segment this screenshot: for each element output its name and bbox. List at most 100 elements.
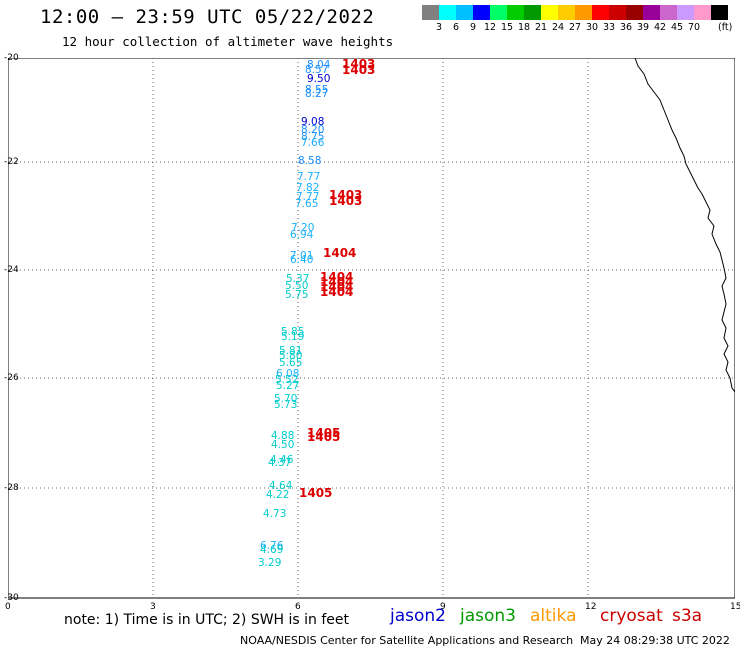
colorbar-swatch	[473, 5, 490, 20]
wave-height-reading: 4.88	[271, 430, 294, 442]
colorbar-swatch	[711, 5, 728, 20]
satellite-pass-label: 1404	[320, 275, 353, 289]
colorbar-unit: (ft)	[718, 22, 733, 33]
colorbar-label: 42	[653, 22, 667, 33]
colorbar-label: 45	[670, 22, 684, 33]
wave-height-reading: 5.85	[281, 326, 304, 338]
wave-height-reading: 5.70	[274, 393, 297, 405]
y-tick-label: -22	[4, 157, 19, 167]
satellite-pass-label: 1404	[320, 280, 353, 294]
colorbar-label: 3	[435, 22, 443, 33]
colorbar-swatch	[524, 5, 541, 20]
colorbar-label: 12	[483, 22, 497, 33]
wave-height-reading: 5.27	[276, 380, 299, 392]
wave-height-reading: 5.52	[275, 374, 298, 386]
wave-height-reading: 5.19	[281, 331, 304, 343]
colorbar-swatches	[422, 5, 728, 20]
x-tick-label: 15	[730, 602, 740, 612]
y-tick-label: -26	[4, 373, 19, 383]
satellite-pass-label: 1405	[307, 426, 340, 440]
colorbar-label: 21	[534, 22, 548, 33]
wave-height-reading: 4.73	[263, 508, 286, 520]
colorbar-swatch	[694, 5, 711, 20]
wave-height-reading: 6.76	[260, 540, 284, 552]
wave-height-reading: 5.75	[285, 289, 308, 301]
colorbar-label: 27	[568, 22, 582, 33]
colorbar-label: 18	[517, 22, 531, 33]
wave-height-reading: 4.50	[271, 439, 294, 451]
colorbar-label: 15	[500, 22, 514, 33]
wave-height-reading: 8.27	[305, 88, 328, 100]
colorbar-swatch	[575, 5, 592, 20]
wave-height-reading: 6.40	[290, 254, 313, 266]
satellite-legend-item: jason3	[460, 606, 516, 626]
wave-height-reading: 7.82	[296, 182, 319, 194]
colorbar-swatch	[439, 5, 456, 20]
wave-height-reading: 6.08	[276, 368, 299, 380]
wave-height-reading: 5.65	[279, 357, 302, 369]
satellite-legend-item: altika	[530, 606, 577, 626]
y-tick-label: -28	[4, 483, 19, 493]
colorbar-label: 6	[452, 22, 460, 33]
y-tick-label: -30	[4, 593, 19, 603]
wave-height-reading: 8.57	[305, 64, 328, 76]
satellite-pass-labels: 1403140314031403140414041404140414041405…	[299, 58, 375, 500]
colorbar-swatch	[541, 5, 558, 20]
colorbar-label: 24	[551, 22, 565, 33]
wave-height-reading: 8.20	[301, 124, 324, 136]
wave-height-reading: 7.20	[291, 222, 314, 234]
colorbar-label: 36	[619, 22, 633, 33]
satellite-legend-item: jason2	[390, 606, 446, 626]
wave-height-reading: 9.08	[301, 116, 324, 128]
satellite-pass-label: 1403	[329, 194, 362, 208]
x-tick-label: 0	[5, 602, 11, 612]
x-tick-label: 12	[585, 602, 597, 612]
wave-height-readings: 8.048.579.508.558.27 9.088.208.757.66 8.58…	[258, 59, 331, 569]
wave-height-reading: 5.50	[285, 280, 308, 292]
colorbar-label: 39	[636, 22, 650, 33]
satellite-pass-label: 1405	[307, 430, 340, 444]
satellite-pass-label: 1405	[299, 486, 332, 500]
wave-height-reading: 5.73	[274, 399, 297, 411]
footer-note: note: 1) Time is in UTC; 2) SWH is in fe…	[64, 612, 350, 628]
y-tick-label: -24	[4, 265, 19, 275]
satellite-pass-label: 1403	[329, 188, 362, 202]
wave-height-reading: 8.75	[301, 131, 324, 143]
wave-height-reading: 7.77	[296, 191, 319, 203]
wave-height-reading: 4.64	[269, 480, 293, 492]
map-frame	[8, 58, 735, 599]
colorbar-label: 33	[602, 22, 616, 33]
satellite-pass-label: 1403	[342, 63, 375, 77]
wave-height-reading: 4.46	[270, 454, 294, 466]
colorbar-swatch	[677, 5, 694, 20]
colorbar-label: 9	[469, 22, 477, 33]
wave-height-reading: 7.66	[301, 137, 325, 149]
colorbar-swatch	[660, 5, 677, 20]
coastline	[634, 58, 735, 393]
colorbar-swatch	[422, 5, 439, 20]
satellite-legend-item: s3a	[672, 606, 703, 626]
colorbar-swatch	[626, 5, 643, 20]
colorbar-label: 30	[585, 22, 599, 33]
footer-generated-time: May 24 08:29:38 UTC 2022	[580, 634, 730, 647]
wave-height-reading: 7.65	[295, 198, 318, 210]
colorbar-swatch	[643, 5, 660, 20]
x-tick-label: 9	[440, 602, 446, 612]
wave-height-reading: 6.94	[290, 229, 314, 241]
wave-height-reading: 4.22	[266, 489, 289, 501]
satellite-pass-label: 1404	[320, 270, 353, 284]
wave-height-reading: 4.69	[260, 544, 283, 556]
colorbar-label: 70	[687, 22, 701, 33]
colorbar-swatch	[609, 5, 626, 20]
wave-height-reading: 3.29	[258, 557, 281, 569]
map-subtitle: 12 hour collection of altimeter wave hei…	[62, 34, 394, 49]
colorbar-swatch	[558, 5, 575, 20]
satellite-pass-label: 1404	[323, 246, 356, 260]
wave-height-reading: 9.50	[307, 73, 330, 85]
altimeter-map: 8.048.579.508.558.27 9.088.208.757.66 8.58…	[8, 58, 735, 599]
wave-height-reading: 5.80	[279, 350, 302, 362]
x-tick-label: 3	[150, 602, 156, 612]
footer-credit: NOAA/NESDIS Center for Satellite Applica…	[240, 634, 574, 647]
wave-height-reading: 8.58	[298, 155, 321, 167]
wave-height-reading: 4.37	[268, 457, 291, 469]
